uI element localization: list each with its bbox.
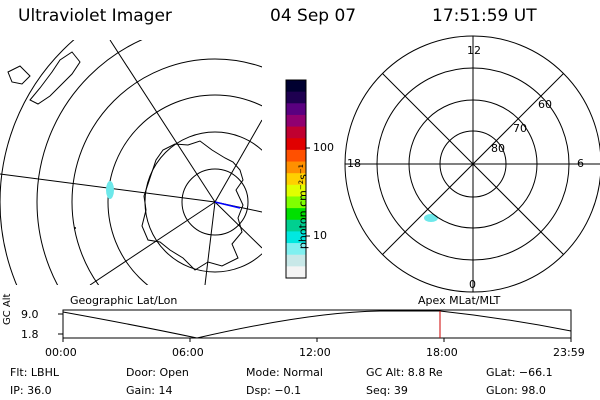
altitude-curve bbox=[62, 310, 572, 339]
colorbar-cell bbox=[286, 149, 306, 163]
colorbar-tick-10: 10 bbox=[313, 229, 327, 242]
instrument-title: Ultraviolet Imager bbox=[18, 6, 172, 26]
mlat-label-80: 80 bbox=[491, 142, 505, 155]
colorbar-cell bbox=[286, 126, 306, 139]
timeline-xtick-2359: 23:59 bbox=[553, 346, 585, 359]
colorbar-cell bbox=[286, 254, 306, 267]
aurora-spot-apex bbox=[424, 214, 438, 222]
colorbar-cell bbox=[286, 196, 306, 209]
mlat-label-70: 70 bbox=[513, 122, 527, 135]
mlat-label-60: 60 bbox=[538, 98, 552, 111]
geographic-map bbox=[0, 40, 262, 285]
info-gain: Gain: 14 bbox=[126, 384, 173, 397]
altitude-timeline bbox=[58, 309, 572, 342]
geographic-map-label: Geographic Lat/Lon bbox=[70, 294, 178, 307]
mlt-label-6: 6 bbox=[577, 157, 584, 170]
aurora-spot-geo bbox=[106, 181, 114, 199]
colorbar-cell bbox=[286, 231, 306, 244]
colorbar-cell bbox=[286, 266, 306, 279]
timeline-axis-label: GC Alt bbox=[2, 293, 13, 325]
info-ip: IP: 36.0 bbox=[10, 384, 52, 397]
meridian-lines bbox=[0, 40, 262, 285]
info-dsp: Dsp: −0.1 bbox=[246, 384, 302, 397]
antarctica-coastline bbox=[141, 140, 244, 271]
colorbar-cell bbox=[286, 80, 306, 93]
info-gcalt: GC Alt: 8.8 Re bbox=[366, 366, 443, 379]
south-america-coastline bbox=[29, 51, 81, 105]
timeline-xtick-0000: 00:00 bbox=[45, 346, 77, 359]
mlt-label-0: 0 bbox=[469, 278, 476, 291]
colorbar-cell bbox=[286, 219, 306, 233]
colorbar-cell bbox=[286, 103, 306, 116]
colorbar-cell bbox=[286, 173, 306, 186]
timeline-xtick-1200: 12:00 bbox=[299, 346, 331, 359]
timeline-xtick-0600: 06:00 bbox=[172, 346, 204, 359]
colorbar-cell bbox=[286, 138, 306, 151]
date-label: 04 Sep 07 bbox=[270, 6, 357, 26]
timeline-ytick-1-8: 1.8 bbox=[21, 328, 39, 341]
latitude-circles bbox=[0, 40, 262, 285]
south-america-tip bbox=[7, 65, 31, 85]
timeline-xtick-1800: 18:00 bbox=[426, 346, 458, 359]
info-door: Door: Open bbox=[126, 366, 189, 379]
colorbar-tick-100: 100 bbox=[313, 141, 334, 154]
colorbar-cell bbox=[286, 184, 306, 198]
time-label: 17:51:59 UT bbox=[432, 6, 537, 26]
colorbar-frame bbox=[285, 79, 307, 279]
colorbar bbox=[286, 80, 306, 279]
timeline-ytick-9: 9.0 bbox=[21, 308, 39, 321]
colorbar-cell bbox=[286, 208, 306, 221]
info-glon: GLon: 98.0 bbox=[486, 384, 546, 397]
mlt-label-18: 18 bbox=[347, 157, 361, 170]
colorbar-cell bbox=[286, 161, 306, 174]
mlt-label-12: 12 bbox=[467, 44, 481, 57]
colorbar-cell bbox=[286, 91, 306, 104]
info-seq: Seq: 39 bbox=[366, 384, 408, 397]
colorbar-cell bbox=[286, 114, 306, 128]
colorbar-cell bbox=[286, 243, 306, 256]
info-mode: Mode: Normal bbox=[246, 366, 323, 379]
apex-polar-plot bbox=[344, 35, 600, 293]
colorbar-unit-label: photon cm⁻²s⁻¹ bbox=[296, 163, 310, 250]
info-glat: GLat: −66.1 bbox=[486, 366, 553, 379]
info-flt: Flt: LBHL bbox=[10, 366, 59, 379]
apex-map-label: Apex MLat/MLT bbox=[418, 294, 501, 307]
